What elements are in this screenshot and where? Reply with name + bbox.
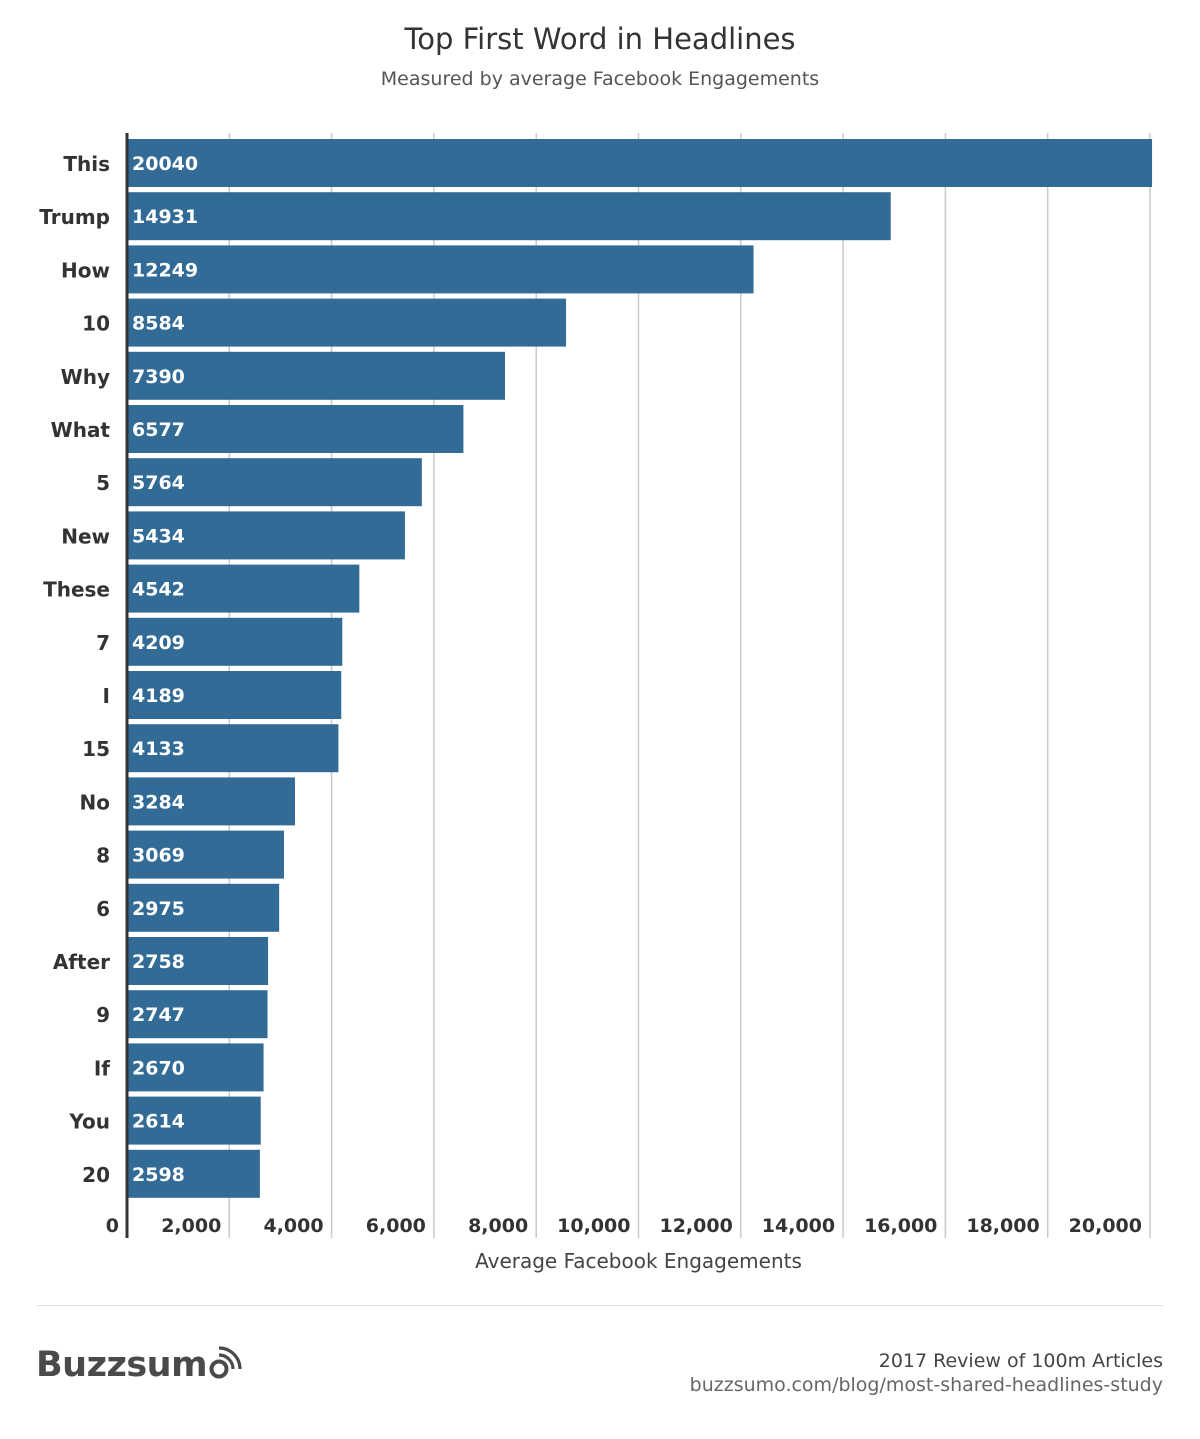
bar-value-label: 4209 — [132, 632, 185, 654]
x-tick-label: 18,000 — [966, 1215, 1039, 1237]
x-tick-labels: 0 2,000 4,000 6,000 8,000 10,000 12,000 14,000 1… — [106, 1215, 1142, 1237]
category-label: 6 — [96, 897, 110, 921]
bar — [127, 1149, 260, 1198]
category-label: New — [61, 524, 110, 548]
bar — [127, 192, 891, 241]
category-label: I — [103, 684, 110, 708]
bar — [127, 830, 284, 879]
x-tick-label: 10,000 — [557, 1215, 630, 1237]
x-tick-label: 12,000 — [659, 1215, 732, 1237]
bar — [127, 937, 269, 985]
study-url-link[interactable]: buzzsumo.com/blog/most-shared-headlines-… — [689, 1374, 1163, 1396]
bar — [127, 777, 295, 826]
category-label: 15 — [82, 737, 110, 761]
bar — [127, 564, 360, 613]
bar — [127, 671, 342, 719]
bar — [127, 245, 754, 294]
category-label: 10 — [82, 312, 110, 336]
x-tick-label: 8,000 — [468, 1215, 528, 1237]
brand-wordmark: Buzzsum — [36, 1345, 208, 1385]
bar — [127, 139, 1153, 187]
category-label: This — [63, 152, 110, 176]
category-label: 7 — [96, 631, 110, 655]
footer-source: 2017 Review of 100m Articles buzzsumo.co… — [690, 1349, 1163, 1397]
bar-value-label: 4189 — [132, 685, 185, 707]
chart-title: Top First Word in Headlines — [404, 22, 796, 56]
category-label: You — [68, 1110, 110, 1134]
bar — [127, 990, 268, 1039]
bar-value-label: 12249 — [132, 259, 198, 281]
bar — [127, 1096, 261, 1145]
bar-value-label: 2598 — [132, 1164, 185, 1186]
category-label: Trump — [39, 205, 110, 229]
bar-value-label: 3284 — [132, 791, 185, 813]
chart-subtitle: Measured by average Facebook Engagements — [380, 68, 820, 90]
category-label: 8 — [96, 844, 110, 868]
category-labels: This Trump How 10 Why What 5 New These 7 I 15 No 8 6 Af… — [39, 152, 110, 1187]
x-tick-label: 14,000 — [762, 1215, 835, 1237]
category-label: 9 — [96, 1003, 110, 1027]
x-axis-title: Average Facebook Engagements — [475, 1249, 802, 1273]
x-tick-label: 16,000 — [864, 1215, 937, 1237]
bar — [127, 405, 464, 453]
bar-value-label: 7390 — [132, 366, 185, 388]
bar-chart: 20040 14931 12249 8584 7390 6577 5764 5434 4542 4… — [39, 133, 1153, 1273]
bar-value-label: 8584 — [132, 313, 185, 335]
bar — [127, 883, 280, 932]
category-label: How — [61, 258, 110, 282]
bar — [127, 511, 405, 560]
bar-value-label: 5434 — [132, 525, 185, 547]
bar — [127, 1043, 264, 1092]
bar-value-label: 2975 — [132, 898, 185, 920]
bar-value-label: 2758 — [132, 951, 185, 973]
x-tick-label: 20,000 — [1069, 1215, 1142, 1237]
category-label: 20 — [82, 1163, 110, 1187]
bar-value-label: 4133 — [132, 738, 185, 760]
x-tick-label: 0 — [106, 1215, 119, 1237]
bar-value-labels: 20040 14931 12249 8584 7390 6577 5764 5434 4542 4… — [132, 153, 198, 1186]
category-label: After — [53, 950, 110, 974]
bar-value-label: 6577 — [132, 419, 185, 441]
bar-value-label: 14931 — [132, 206, 198, 228]
category-label: If — [94, 1056, 110, 1080]
category-label: 5 — [96, 471, 110, 495]
bar — [127, 351, 505, 400]
bar — [127, 617, 343, 666]
bar-value-label: 20040 — [132, 153, 198, 175]
x-tick-label: 4,000 — [263, 1215, 323, 1237]
buzzsumo-signal-icon — [209, 1346, 242, 1379]
category-label: What — [51, 418, 111, 442]
x-tick-label: 6,000 — [366, 1215, 426, 1237]
bar-value-label: 5764 — [132, 472, 185, 494]
study-title: 2017 Review of 100m Articles — [878, 1350, 1163, 1372]
bar — [127, 458, 422, 507]
buzzsumo-logo: Buzzsum — [36, 1345, 243, 1385]
bars — [127, 139, 1153, 1198]
bar-value-label: 2614 — [132, 1111, 185, 1133]
bar — [127, 724, 339, 773]
bar-value-label: 3069 — [132, 845, 185, 867]
x-tick-label: 2,000 — [161, 1215, 221, 1237]
bar-value-label: 2747 — [132, 1004, 185, 1026]
footer-divider — [36, 1305, 1164, 1306]
bar-value-label: 4542 — [132, 579, 185, 601]
category-label: No — [80, 790, 110, 814]
category-label: Why — [61, 365, 110, 389]
bar — [127, 298, 567, 347]
bar-value-label: 2670 — [132, 1057, 185, 1079]
category-label: These — [43, 578, 110, 602]
